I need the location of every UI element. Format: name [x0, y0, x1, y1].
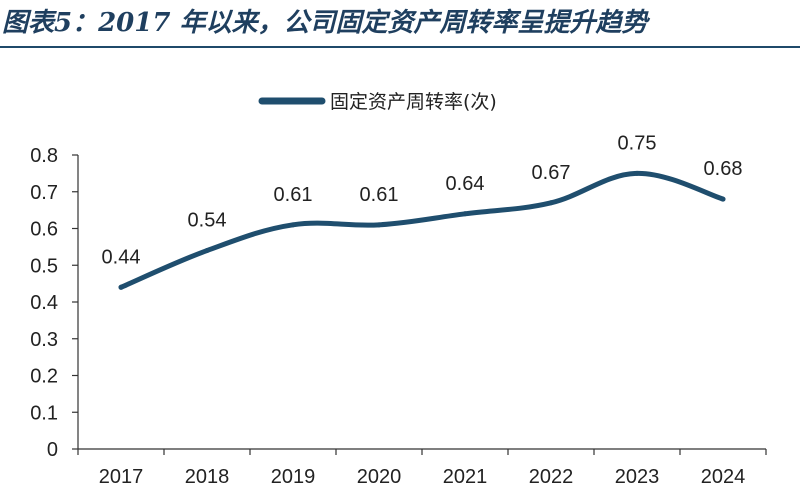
- x-tick-label: 2019: [271, 466, 316, 488]
- data-label: 0.67: [532, 162, 571, 184]
- data-label: 0.61: [274, 184, 313, 206]
- data-labels: 0.44 0.54 0.61 0.61 0.64 0.67 0.75 0.68: [102, 132, 743, 268]
- x-tick-label: 2022: [529, 466, 574, 488]
- y-tick-label: 0.8: [30, 145, 58, 167]
- series-layer: [118, 170, 726, 290]
- x-tick-label: 2021: [443, 466, 488, 488]
- x-tick-label: 2018: [185, 466, 230, 488]
- title-divider: [0, 46, 800, 48]
- x-tick-label: 2024: [701, 466, 746, 488]
- data-point: [204, 248, 210, 254]
- y-axis: 0 0.1 0.2 0.3 0.4 0.5 0.6 0.7 0.8: [30, 145, 79, 461]
- data-label: 0.75: [618, 132, 657, 154]
- data-point: [634, 170, 640, 176]
- data-point: [462, 211, 468, 217]
- data-point: [376, 222, 382, 228]
- y-tick-label: 0.4: [30, 292, 58, 314]
- data-label: 0.54: [188, 210, 227, 232]
- x-tick-label: 2017: [99, 466, 144, 488]
- x-axis: 2017 2018 2019 2020 2021 2022 2023 2024: [77, 448, 767, 488]
- y-tick-label: 0.1: [30, 402, 58, 424]
- data-label: 0.61: [360, 184, 399, 206]
- y-tick-label: 0.5: [30, 255, 58, 277]
- chart-title: 图表5：2017 年以来，公司固定资产周转率呈提升趋势: [2, 8, 648, 38]
- data-label: 0.64: [446, 173, 485, 195]
- series-line-turnover: [118, 170, 726, 290]
- y-tick-label: 0.3: [30, 329, 58, 351]
- data-label: 0.44: [102, 246, 141, 268]
- data-label: 0.68: [704, 158, 743, 180]
- x-tick-label: 2020: [357, 466, 402, 488]
- y-tick-label: 0.2: [30, 366, 58, 388]
- data-point: [720, 196, 726, 202]
- y-tick-label: 0.6: [30, 219, 58, 241]
- legend: 固定资产周转率(次): [258, 91, 497, 113]
- legend-label: 固定资产周转率(次): [330, 91, 497, 113]
- y-tick-label: 0: [47, 439, 58, 461]
- data-point: [548, 200, 554, 206]
- data-point: [118, 284, 124, 290]
- y-tick-label: 0.7: [30, 182, 58, 204]
- x-tick-label: 2023: [615, 466, 660, 488]
- data-point: [290, 222, 296, 228]
